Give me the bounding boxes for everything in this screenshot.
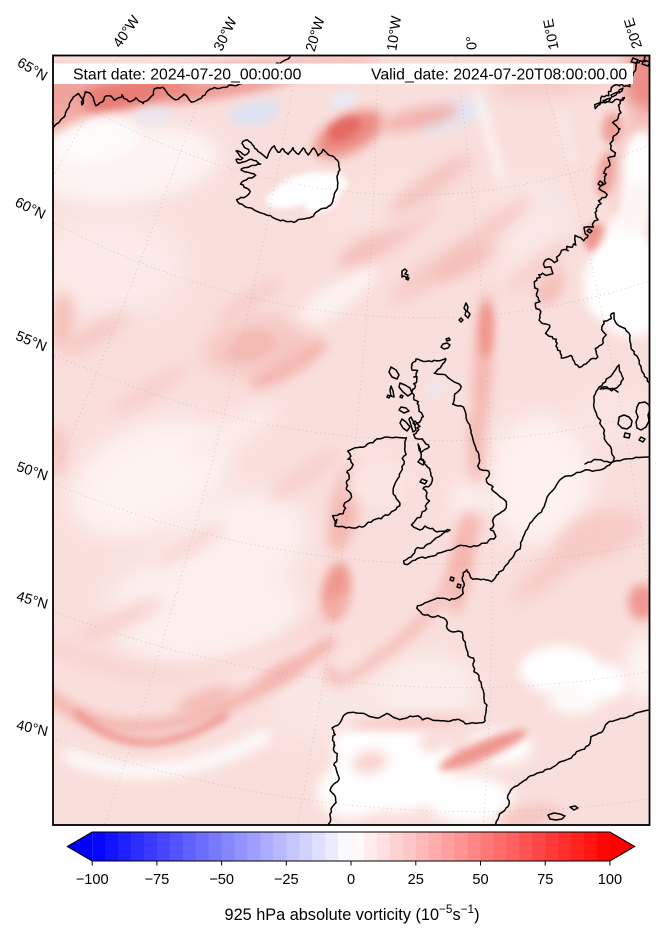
svg-text:100: 100: [598, 872, 622, 888]
svg-text:925 hPa absolute vorticity (10: 925 hPa absolute vorticity (10−5s−1): [225, 902, 480, 924]
svg-text:40°W: 40°W: [110, 12, 144, 50]
svg-text:60°N: 60°N: [12, 195, 48, 223]
svg-text:20°E: 20°E: [622, 16, 646, 50]
svg-text:20°W: 20°W: [303, 15, 329, 54]
svg-text:−50: −50: [209, 872, 234, 888]
svg-text:65°N: 65°N: [14, 55, 50, 85]
svg-text:0: 0: [347, 872, 355, 888]
svg-text:30°W: 30°W: [211, 15, 241, 54]
svg-text:Valid_date: 2024-07-20T08:00:0: Valid_date: 2024-07-20T08:00:00.00: [371, 67, 627, 84]
svg-text:40°N: 40°N: [15, 717, 50, 740]
svg-text:10°W: 10°W: [384, 14, 405, 51]
svg-text:−25: −25: [274, 872, 299, 888]
svg-text:50°N: 50°N: [14, 459, 49, 485]
svg-text:50: 50: [472, 872, 488, 888]
svg-text:−100: −100: [76, 872, 109, 888]
svg-text:55°N: 55°N: [13, 328, 49, 355]
svg-text:Start date: 2024-07-20_00:00:0: Start date: 2024-07-20_00:00:00: [73, 67, 302, 84]
svg-text:75: 75: [537, 872, 553, 888]
svg-text:10°E: 10°E: [541, 17, 563, 51]
svg-text:25: 25: [408, 872, 424, 888]
svg-text:−75: −75: [145, 872, 170, 888]
svg-text:0°: 0°: [464, 36, 480, 50]
svg-text:45°N: 45°N: [14, 589, 49, 613]
